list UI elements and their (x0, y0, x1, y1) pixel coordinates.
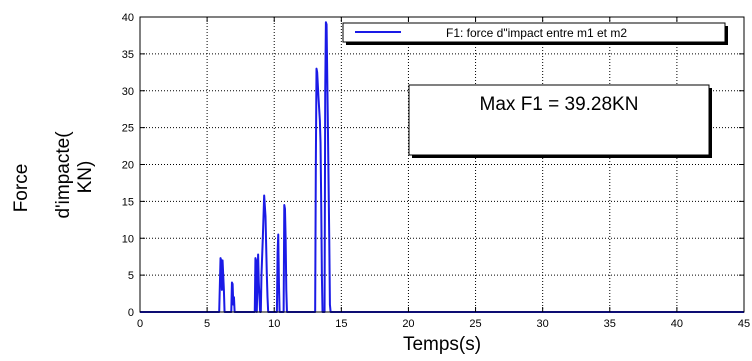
y-tick-label: 15 (122, 196, 134, 208)
grid-lines (140, 17, 744, 312)
y-tick-label: 25 (122, 123, 134, 135)
y-axis-label-line-3: KN) (75, 161, 96, 194)
plot-area (140, 17, 744, 312)
x-tick-label: 25 (469, 318, 481, 330)
x-tick-label: 35 (604, 318, 616, 330)
x-tick-label: 15 (335, 318, 347, 330)
x-tick-label: 10 (268, 318, 280, 330)
y-tick-label: 5 (128, 270, 134, 282)
x-tick-labels: 0 5 10 15 20 25 30 35 40 45 (137, 318, 750, 330)
max-annotation: Max F1 = 39.28KN (408, 84, 712, 158)
y-tick-label: 35 (122, 49, 134, 61)
annotation-text: Max F1 = 39.28KN (480, 94, 639, 115)
y-tick-label: 0 (128, 307, 134, 319)
legend-label: F1: force d"impact entre m1 et m2 (446, 26, 627, 40)
y-tick-label: 30 (122, 86, 134, 98)
x-tick-label: 30 (537, 318, 549, 330)
y-tick-label: 10 (122, 233, 134, 245)
legend-box (342, 22, 726, 43)
y-tick-label: 40 (122, 12, 134, 24)
x-tick-label: 20 (402, 318, 414, 330)
y-axis-label-line-2: d'impacte( (53, 131, 74, 219)
x-tick-label: 45 (738, 318, 750, 330)
x-tick-label: 5 (204, 318, 210, 330)
y-tick-label: 20 (122, 160, 134, 172)
annotation-box (408, 84, 710, 156)
y-tick-labels: 0 5 10 15 20 25 30 35 40 (122, 12, 134, 319)
legend: F1: force d"impact entre m1 et m2 (342, 22, 728, 45)
x-axis-label: Temps(s) (403, 334, 481, 355)
axis-ticks (139, 16, 745, 313)
x-tick-label: 40 (671, 318, 683, 330)
x-tick-label: 0 (137, 318, 143, 330)
y-axis-label-line-1: Force (11, 164, 32, 213)
